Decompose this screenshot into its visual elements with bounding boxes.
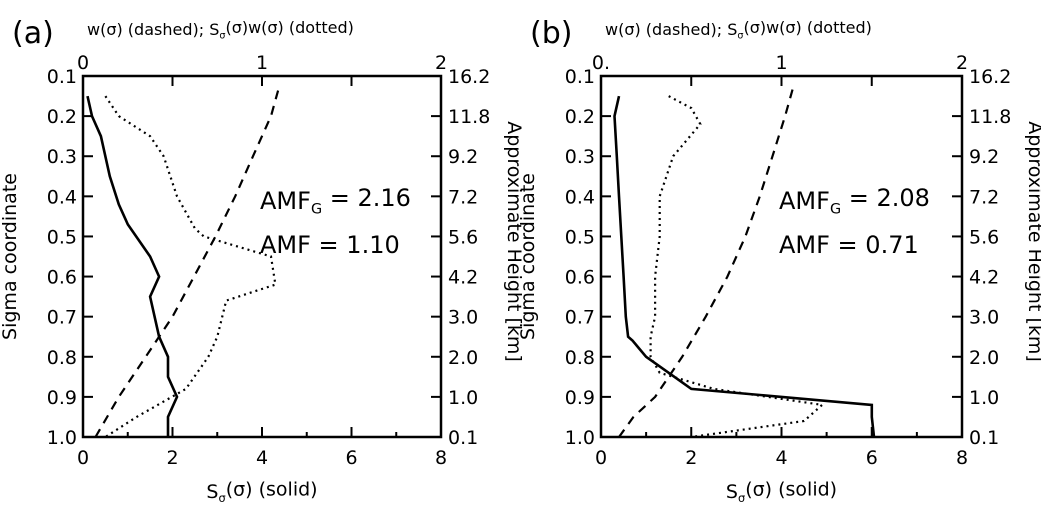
x-tick-label: 8 bbox=[956, 447, 968, 469]
x-tick-label: 4 bbox=[256, 447, 268, 469]
y2-tick-label: 3.0 bbox=[448, 307, 478, 329]
y-tick-label: 0.3 bbox=[47, 146, 77, 168]
top-axis-title: w(σ) (dashed); Sσ(σ)w(σ) (dotted) bbox=[605, 18, 872, 42]
y-tick-label: 0.6 bbox=[565, 267, 595, 289]
x-tick-label: 4 bbox=[775, 447, 787, 469]
y-tick-label: 0.1 bbox=[47, 66, 77, 88]
x-tick-label: 8 bbox=[435, 447, 447, 469]
y2-tick-label: 11.8 bbox=[969, 106, 1011, 128]
x-tick-label: 2 bbox=[166, 447, 178, 469]
x2-tick-label: 0. bbox=[592, 52, 610, 74]
y-tick-label: 0.1 bbox=[565, 66, 595, 88]
y2-tick-label: 16.2 bbox=[448, 66, 490, 88]
y2-tick-label: 16.2 bbox=[969, 66, 1011, 88]
panel-b: 0 2 4 6 80. 1 20.1 16.20.2 11.80.3 9.20.4 7.20.5 5.… bbox=[517, 16, 1041, 505]
y-axis-title: Sigma coordinate bbox=[517, 173, 539, 340]
y2-tick-label: 9.2 bbox=[969, 146, 999, 168]
x-axis-title: Sσ(σ) (solid) bbox=[726, 478, 837, 505]
y-tick-label: 1.0 bbox=[47, 427, 77, 449]
panel-label: (a) bbox=[12, 16, 54, 51]
y2-tick-label: 2.0 bbox=[448, 347, 478, 369]
y2-tick-label: 11.8 bbox=[448, 106, 490, 128]
y2-tick-label: 1.0 bbox=[448, 387, 478, 409]
y-tick-label: 0.5 bbox=[565, 226, 595, 248]
amf-annotation: AMF = 1.10 bbox=[260, 231, 400, 259]
y2-tick-label: 4.2 bbox=[969, 267, 999, 289]
series-dotted-line bbox=[104, 95, 277, 438]
y2-tick-label: 3.0 bbox=[969, 307, 999, 329]
y2-tick-label: 2.0 bbox=[969, 347, 999, 369]
x-tick-label: 0 bbox=[77, 447, 89, 469]
amf-annotation: AMFG = 2.16 bbox=[260, 184, 411, 217]
y-tick-label: 1.0 bbox=[565, 427, 595, 449]
y-tick-label: 0.5 bbox=[47, 226, 77, 248]
y-tick-label: 0.7 bbox=[47, 307, 77, 329]
y-tick-label: 0.9 bbox=[47, 387, 77, 409]
x-tick-label: 2 bbox=[685, 447, 697, 469]
y2-tick-label: 4.2 bbox=[448, 267, 478, 289]
y-tick-label: 0.4 bbox=[47, 186, 77, 208]
y2-tick-label: 5.6 bbox=[448, 226, 478, 248]
amf-annotation: AMF = 0.71 bbox=[779, 231, 919, 259]
y2-tick-label: 1.0 bbox=[969, 387, 999, 409]
y2-axis-title: Approximate Height [km] bbox=[1024, 121, 1041, 362]
y2-tick-label: 9.2 bbox=[448, 146, 478, 168]
y-tick-label: 0.9 bbox=[565, 387, 595, 409]
x2-tick-label: 1 bbox=[256, 52, 268, 74]
x-tick-label: 6 bbox=[345, 447, 357, 469]
x2-tick-label: 2 bbox=[435, 52, 447, 74]
x2-tick-label: 0 bbox=[77, 52, 89, 74]
y-tick-label: 0.4 bbox=[565, 186, 595, 208]
x2-tick-label: 1 bbox=[775, 52, 787, 74]
y-tick-label: 0.8 bbox=[47, 347, 77, 369]
y-tick-label: 0.8 bbox=[565, 347, 595, 369]
x2-tick-label: 2 bbox=[956, 52, 968, 74]
amf-annotation: AMFG = 2.08 bbox=[779, 184, 930, 217]
y2-tick-label: 0.1 bbox=[969, 427, 999, 449]
y-tick-label: 0.3 bbox=[565, 146, 595, 168]
y-axis-title: Sigma coordinate bbox=[0, 173, 21, 340]
x-tick-label: 6 bbox=[866, 447, 878, 469]
panel-label: (b) bbox=[530, 16, 572, 51]
y2-tick-label: 7.2 bbox=[969, 186, 999, 208]
series-solid-line bbox=[613, 95, 876, 438]
series-dotted-line bbox=[649, 95, 825, 439]
x-tick-label: 0 bbox=[595, 447, 607, 469]
y2-axis-title: Approximate Height [km] bbox=[503, 121, 525, 362]
y2-tick-label: 0.1 bbox=[448, 427, 478, 449]
y-tick-label: 0.2 bbox=[565, 106, 595, 128]
series-dashed-line bbox=[618, 83, 796, 438]
top-axis-title: w(σ) (dashed); Sσ(σ)w(σ) (dotted) bbox=[87, 18, 354, 42]
y-tick-label: 0.7 bbox=[565, 307, 595, 329]
y-tick-label: 0.6 bbox=[47, 267, 77, 289]
y2-tick-label: 7.2 bbox=[448, 186, 478, 208]
x-axis-title: Sσ(σ) (solid) bbox=[206, 478, 317, 505]
series-dashed-line bbox=[94, 83, 281, 438]
y-tick-label: 0.2 bbox=[47, 106, 77, 128]
panel-a: 0 2 4 6 8 0 1 2 0.1 16.2 0.2 11.8 0.3 9.2 0.4 7.2 0.5 5.6… bbox=[0, 16, 525, 505]
series-solid-line bbox=[86, 95, 179, 437]
y2-tick-label: 5.6 bbox=[969, 226, 999, 248]
